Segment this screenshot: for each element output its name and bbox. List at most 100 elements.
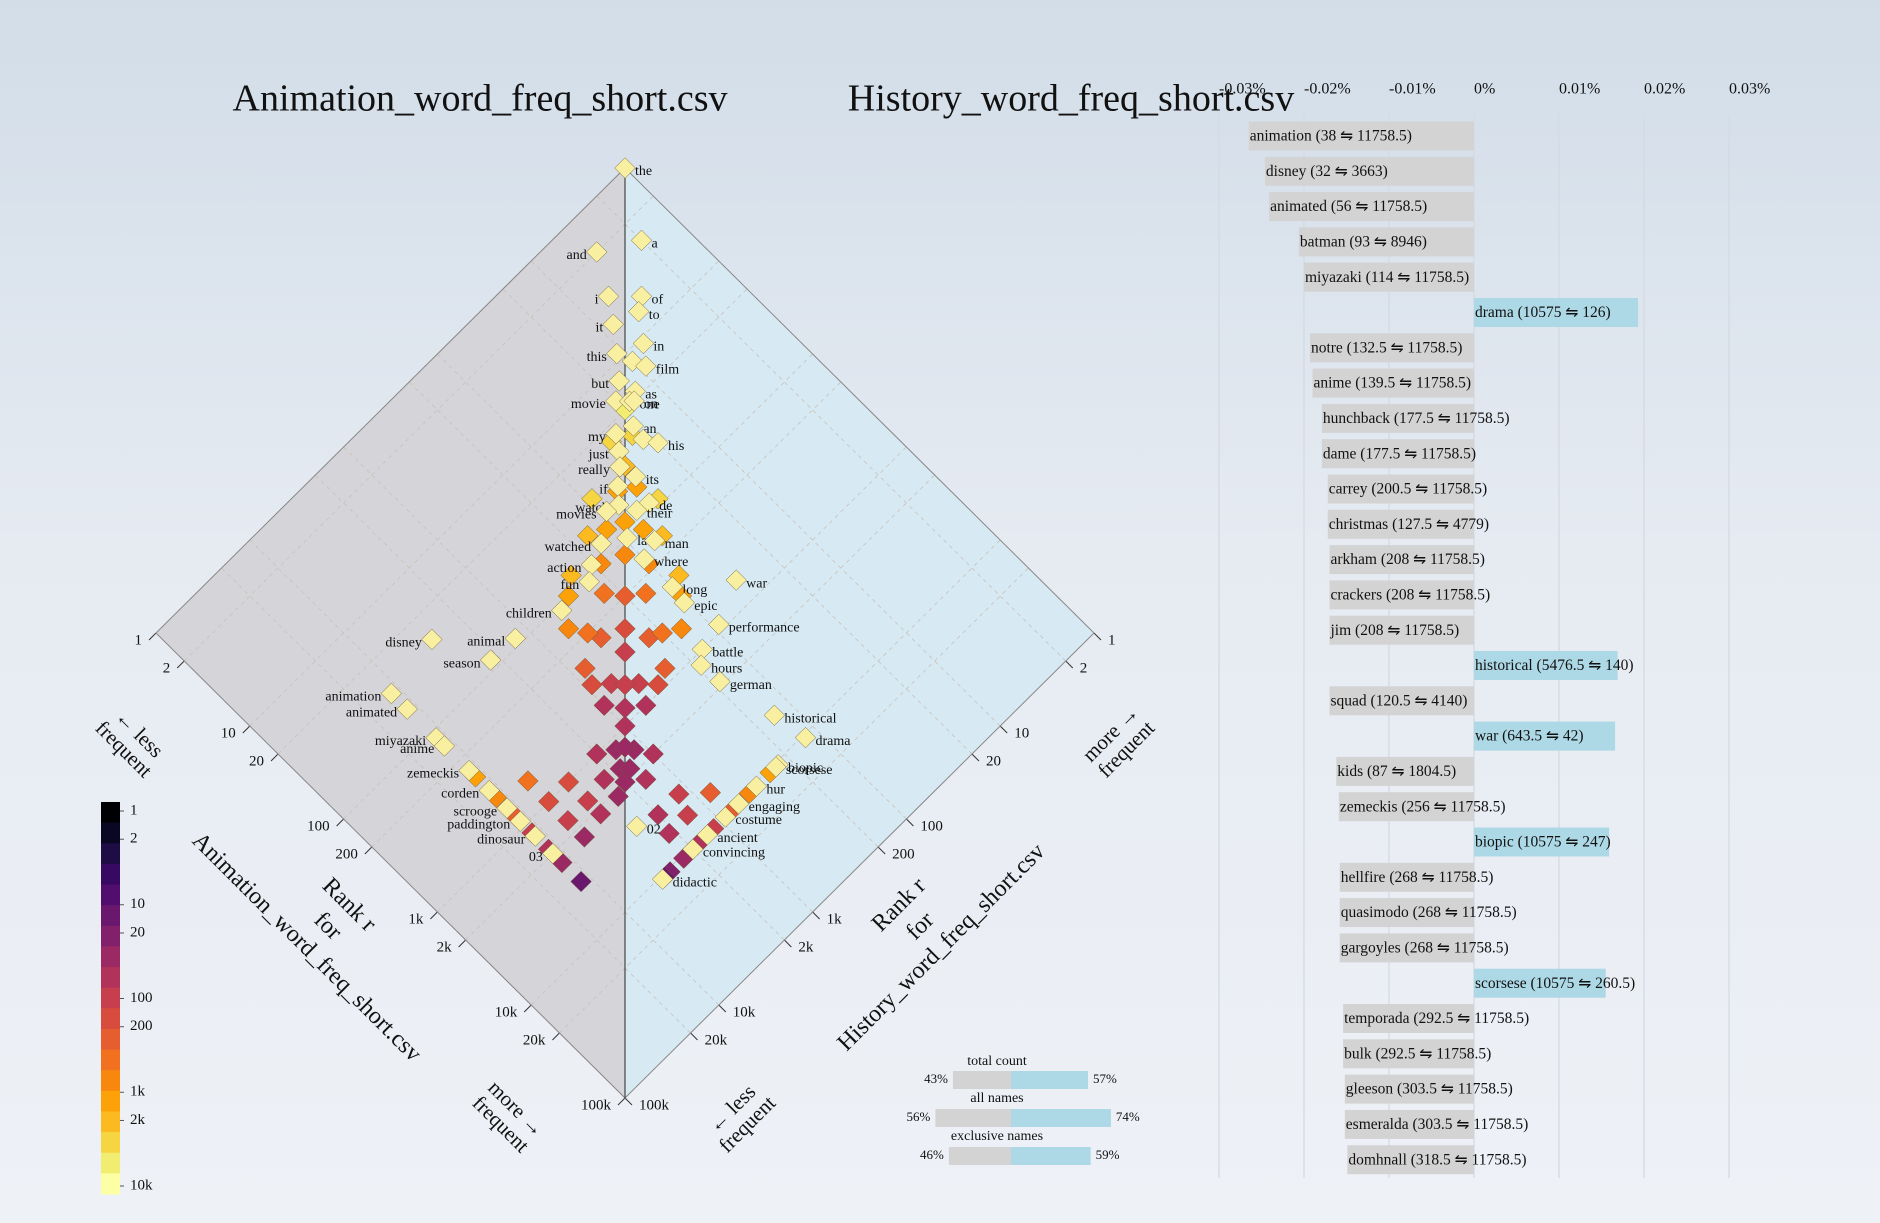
- word-cell: [647, 432, 669, 454]
- colorbar-label: 2k: [130, 1112, 146, 1128]
- axis-label-line: History_word_freq_short.csv: [832, 838, 1050, 1056]
- word-cell: [578, 571, 600, 593]
- bar: [1474, 827, 1610, 857]
- bar: [1327, 474, 1474, 504]
- word-cell: [763, 704, 786, 726]
- heatmap-cell: [670, 618, 693, 640]
- word-cell: [608, 370, 630, 392]
- bar: [1298, 227, 1474, 257]
- word-label: but: [591, 377, 609, 392]
- colorbar-swatch: [101, 1173, 120, 1195]
- word-label: miyazaki: [375, 734, 426, 749]
- word-label: really: [578, 463, 610, 478]
- heatmap-cell: [614, 585, 636, 607]
- bar-label: war (643.5 ⇋ 42): [1475, 728, 1584, 745]
- heatmap-cell: [570, 870, 592, 893]
- word-label: zemeckis: [407, 767, 459, 782]
- word-label: just: [588, 448, 609, 463]
- word-label: historical: [784, 711, 836, 726]
- balance-bar-right: [1011, 1071, 1088, 1089]
- word-label: didactic: [673, 875, 717, 890]
- word-label: disney: [385, 636, 422, 651]
- balance-label: 46%: [920, 1147, 944, 1162]
- colorbar-swatch: [101, 1008, 120, 1030]
- word-cell: [628, 301, 650, 323]
- word-label: engaging: [749, 800, 800, 815]
- colorbar-label: 1k: [130, 1084, 146, 1100]
- colorbar-swatch: [101, 863, 120, 886]
- bar: [1264, 156, 1474, 186]
- word-cell: [479, 649, 502, 671]
- heatmap-cell: [647, 674, 669, 696]
- heatmap-cell: [538, 791, 560, 813]
- bar: [1344, 1109, 1474, 1139]
- word-label: i: [595, 293, 599, 308]
- word-label: watched: [545, 540, 592, 555]
- heatmap-cell: [676, 804, 699, 826]
- bar-label: gleeson (303.5 ⇋ 11758.5): [1346, 1081, 1513, 1098]
- word-cell: [643, 530, 666, 552]
- word-label: dinosaur: [477, 832, 526, 847]
- heatmap-cell: [593, 582, 615, 604]
- word-label: to: [649, 308, 660, 323]
- heatmap-cell: [654, 657, 676, 679]
- tick-mark: [148, 632, 157, 641]
- word-label: one: [640, 398, 660, 413]
- tick-mark: [999, 725, 1008, 734]
- colorbar-swatch: [101, 1152, 120, 1174]
- word-label: movies: [556, 508, 596, 523]
- heatmap-cell: [557, 585, 580, 607]
- word-label: man: [665, 537, 689, 552]
- tick-mark: [552, 1032, 560, 1041]
- word-cell: [625, 465, 647, 488]
- rank-tick-label: 1: [135, 632, 143, 648]
- word-label: this: [587, 350, 607, 365]
- x-tick-label: -0.02%: [1304, 81, 1351, 98]
- balance-label: 56%: [907, 1109, 931, 1124]
- word-label: 03: [529, 850, 543, 865]
- bar: [1329, 686, 1474, 716]
- bar: [1336, 756, 1474, 786]
- rank-tick-label: 1k: [827, 911, 843, 927]
- word-cell: [714, 806, 737, 828]
- heatmap-cell: [517, 770, 539, 792]
- heatmap-cell: [699, 782, 722, 804]
- bar-label: batman (93 ⇋ 8946): [1300, 233, 1427, 250]
- bar: [1329, 615, 1474, 645]
- heatmap-cell: [577, 790, 599, 812]
- bar: [1343, 1039, 1474, 1069]
- word-label: season: [443, 656, 480, 671]
- bar-label: hunchback (177.5 ⇋ 11758.5): [1323, 410, 1510, 427]
- word-cell: [458, 759, 480, 782]
- heatmap-cell: [581, 674, 603, 696]
- heatmap-cell: [600, 673, 622, 695]
- word-cell: [626, 815, 648, 837]
- word-cell: [709, 671, 731, 693]
- bar: [1321, 403, 1474, 433]
- word-label: costume: [735, 813, 782, 828]
- word-label: their: [647, 507, 673, 522]
- bar-label: miyazaki (114 ⇋ 11758.5): [1305, 269, 1469, 286]
- bar: [1474, 721, 1616, 751]
- rank-tick-label: 200: [335, 846, 358, 862]
- balance-label: 57%: [1093, 1071, 1117, 1086]
- word-label: scrooge: [454, 804, 498, 819]
- word-label: corden: [441, 787, 479, 802]
- grid-line: [277, 288, 748, 755]
- tick-mark: [458, 939, 466, 948]
- word-cell: [673, 592, 695, 614]
- word-cell: [682, 838, 704, 860]
- bar: [1304, 262, 1474, 292]
- balance-label: 43%: [924, 1071, 948, 1086]
- bar-label: domhnall (318.5 ⇋ 11758.5): [1348, 1151, 1526, 1168]
- word-cell: [638, 492, 660, 514]
- colorbar-swatch: [101, 925, 120, 947]
- rank-tick-label: 1: [1108, 632, 1116, 648]
- rank-tick-label: 200: [892, 846, 915, 862]
- word-label: battle: [712, 646, 743, 661]
- word-label: convincing: [703, 845, 765, 860]
- tick-mark: [971, 753, 980, 762]
- word-label: film: [656, 362, 679, 377]
- edge-label: more →frequent: [468, 1075, 550, 1157]
- grid-line: [559, 567, 1029, 1034]
